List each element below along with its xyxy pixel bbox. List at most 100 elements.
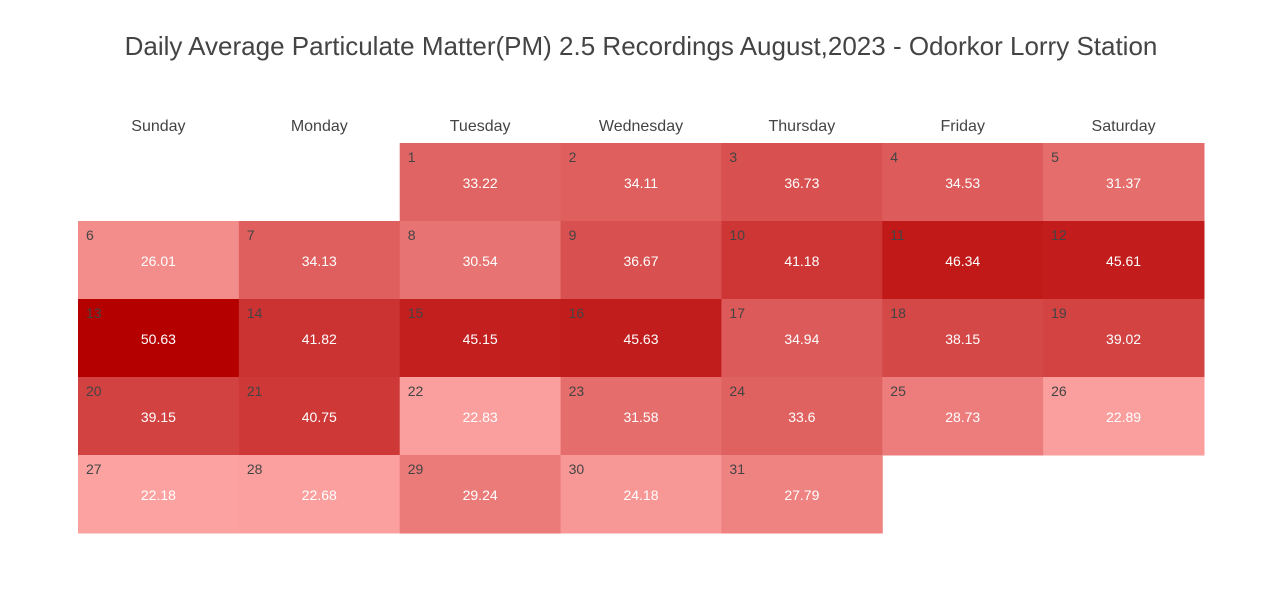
heatmap-cell-rect (1043, 299, 1205, 378)
heatmap-cell-day-26: 26 22.89 (1043, 377, 1205, 456)
heatmap-cell-day-1: 133.22 (399, 143, 562, 222)
value-label: 33.6 (788, 409, 815, 425)
heatmap-cell-day-22: 22 22.83 (399, 377, 562, 456)
heatmap-cell-day-29: 29 29.24 (399, 455, 562, 534)
heatmap-cell-rect (721, 299, 883, 378)
day-number-label: 2 (569, 149, 577, 165)
weekday-label-friday: Friday (940, 118, 984, 135)
heatmap-cell-day-18: 18 38.15 (882, 299, 1044, 378)
heatmap-cell-day-5: 531.37 (1043, 143, 1205, 222)
heatmap-cell-rect (399, 455, 562, 534)
heatmap-cell-rect (238, 377, 401, 456)
heatmap-cell-rect (721, 143, 883, 222)
day-number-label: 13 (86, 305, 102, 321)
heatmap-cell-day-4: 434.53 (882, 143, 1044, 222)
value-label: 50.63 (141, 331, 176, 347)
day-number-label: 3 (729, 149, 737, 165)
heatmap-cell-day-11: 11 46.34 (882, 221, 1044, 300)
weekday-label-monday: Monday (291, 118, 348, 135)
value-label: 27.79 (784, 487, 819, 503)
value-label: 28.73 (945, 409, 980, 425)
day-number-label: 29 (408, 461, 424, 477)
day-number-label: 26 (1051, 383, 1067, 399)
heatmap-cell-rect (238, 455, 401, 534)
heatmap-cell-rect (399, 299, 562, 378)
value-label: 22.89 (1106, 409, 1141, 425)
value-label: 34.53 (945, 175, 980, 191)
heatmap-cell-day-15: 15 45.15 (399, 299, 562, 378)
value-label: 45.61 (1106, 253, 1141, 269)
heatmap-cell-rect (882, 143, 1044, 222)
heatmap-cell-day-28: 28 22.68 (238, 455, 401, 534)
value-label: 45.15 (463, 331, 498, 347)
day-number-label: 16 (569, 305, 585, 321)
day-number-label: 7 (247, 227, 255, 243)
heatmap-cell-rect (78, 221, 240, 300)
heatmap-cell-rect (78, 377, 240, 456)
heatmap-cell-day-10: 10 41.18 (721, 221, 883, 300)
day-number-label: 31 (729, 461, 745, 477)
heatmap-cell-rect (1043, 221, 1205, 300)
day-number-label: 25 (890, 383, 906, 399)
chart-title: Daily Average Particulate Matter(PM) 2.5… (124, 31, 1158, 61)
value-label: 30.54 (463, 253, 498, 269)
heatmap-cell-day-21: 21 40.75 (238, 377, 401, 456)
heatmap-cell-rect (399, 221, 562, 300)
heatmap-cell-rect (882, 221, 1044, 300)
value-label: 24.18 (623, 487, 658, 503)
heatmap-cell-day-19: 19 39.02 (1043, 299, 1205, 378)
value-label: 33.22 (463, 175, 498, 191)
value-label: 40.75 (302, 409, 337, 425)
value-label: 41.18 (784, 253, 819, 269)
heatmap-cell-rect (78, 299, 240, 378)
heatmap-cell-day-8: 830.54 (399, 221, 562, 300)
heatmap-cell-day-30: 30 24.18 (560, 455, 722, 534)
weekday-label-thursday: Thursday (769, 118, 836, 135)
heatmap-cell-rect (238, 299, 401, 378)
heatmap-cell-rect (721, 377, 883, 456)
day-number-label: 14 (247, 305, 263, 321)
value-label: 22.68 (302, 487, 337, 503)
heatmap-cell-rect (399, 143, 562, 222)
heatmap-cell-day-12: 12 45.61 (1043, 221, 1205, 300)
heatmap-cell-rect (238, 221, 401, 300)
day-number-label: 4 (890, 149, 898, 165)
value-label: 39.15 (141, 409, 176, 425)
heatmap-cell-rect (560, 143, 722, 222)
value-label: 45.63 (623, 331, 658, 347)
value-label: 34.13 (302, 253, 337, 269)
day-number-label: 20 (86, 383, 102, 399)
day-number-label: 27 (86, 461, 102, 477)
value-label: 41.82 (302, 331, 337, 347)
heatmap-cell-rect (1043, 143, 1205, 222)
heatmap-cell-day-3: 336.73 (721, 143, 883, 222)
weekday-label-sunday: Sunday (131, 118, 185, 135)
value-label: 36.73 (784, 175, 819, 191)
heatmap-cell-rect (721, 455, 883, 534)
heatmap-cell-day-20: 20 39.15 (78, 377, 240, 456)
value-label: 26.01 (141, 253, 176, 269)
heatmap-cell-rect (721, 221, 883, 300)
heatmap-cell-day-2: 234.11 (560, 143, 722, 222)
day-number-label: 17 (729, 305, 745, 321)
weekday-label-tuesday: Tuesday (450, 118, 511, 135)
heatmap-cell-day-14: 14 41.82 (238, 299, 401, 378)
heatmap-cell-rect (560, 377, 722, 456)
heatmap-cell-rect (78, 455, 240, 534)
heatmap-cell-rect (399, 377, 562, 456)
day-number-label: 21 (247, 383, 263, 399)
heatmap-cell-day-25: 25 28.73 (882, 377, 1044, 456)
day-number-label: 12 (1051, 227, 1067, 243)
day-number-label: 23 (569, 383, 585, 399)
heatmap-cells: 133.22234.11336.73434.53531.37626.01734.… (78, 143, 1205, 534)
day-number-label: 24 (729, 383, 745, 399)
day-number-label: 18 (890, 305, 906, 321)
value-label: 36.67 (623, 253, 658, 269)
value-label: 34.11 (624, 175, 658, 191)
heatmap-cell-rect (560, 455, 722, 534)
day-number-label: 10 (729, 227, 745, 243)
heatmap-cell-rect (882, 299, 1044, 378)
day-number-label: 9 (569, 227, 577, 243)
day-number-label: 30 (569, 461, 585, 477)
heatmap-cell-day-24: 24 33.6 (721, 377, 883, 456)
